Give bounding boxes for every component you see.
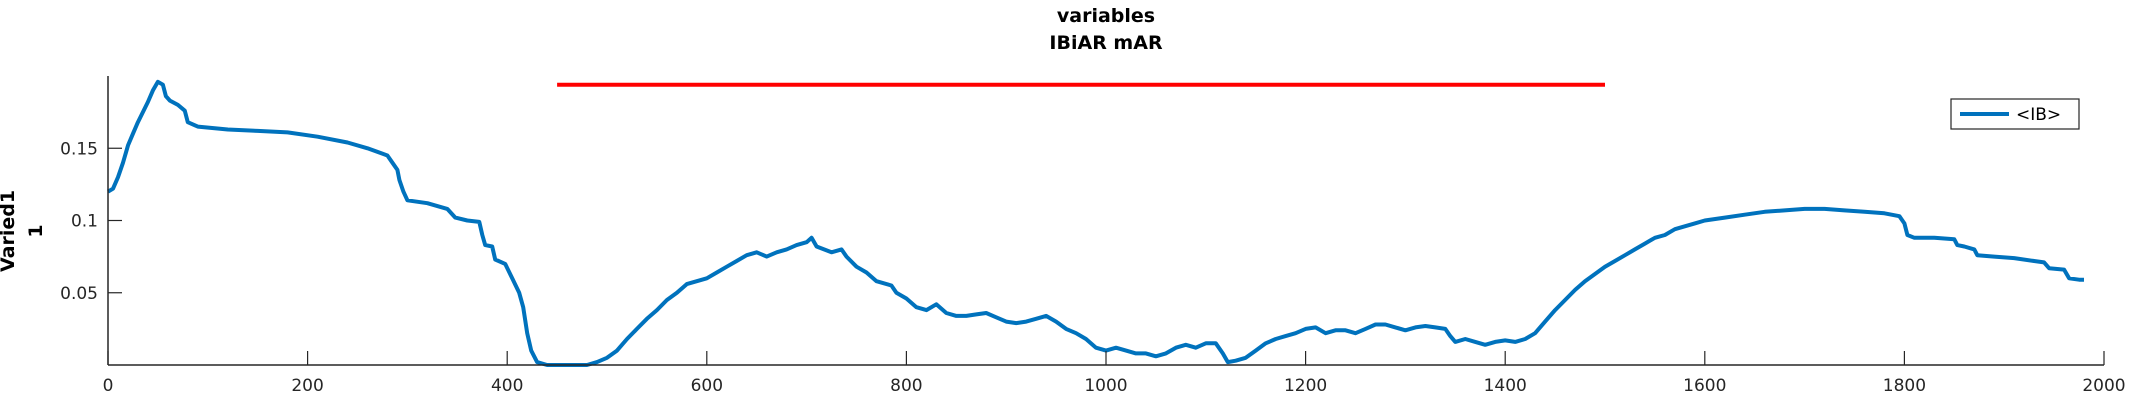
chart-title: variables IBiAR mAR (1049, 5, 1163, 54)
x-tick-label: 1000 (1084, 376, 1127, 396)
title-line-1: variables (1057, 5, 1155, 27)
x-ticks: 0 200 400 600 800 1000 1200 1400 1600 1800 2000 (103, 351, 2126, 396)
x-tick-label: 0 (103, 376, 114, 396)
y-tick-label: 0.1 (71, 212, 98, 232)
y-tick-label: 0.05 (60, 284, 98, 304)
y-tick-label: 0.15 (60, 139, 98, 159)
axes (107, 76, 2104, 366)
x-tick-label: 200 (291, 376, 323, 396)
legend: <IB> (1950, 98, 2080, 130)
ylabel-line-1: Varied1 (0, 190, 19, 272)
x-tick-label: 1600 (1683, 376, 1726, 396)
legend-label: <IB> (2016, 105, 2061, 125)
x-tick-label: 2000 (2082, 376, 2125, 396)
y-axis-label: Varied1 1 (0, 190, 47, 272)
x-tick-label: 800 (890, 376, 922, 396)
plot-series (106, 79, 2084, 367)
y-ticks: 0.05 0.1 0.15 (60, 139, 122, 304)
series-line-ib (106, 79, 2084, 367)
x-tick-label: 1800 (1883, 376, 1926, 396)
title-line-2: IBiAR mAR (1049, 32, 1163, 54)
ylabel-line-2: 1 (25, 224, 47, 237)
x-tick-label: 1400 (1484, 376, 1527, 396)
x-tick-label: 400 (491, 376, 523, 396)
x-tick-label: 1200 (1284, 376, 1327, 396)
x-tick-label: 600 (691, 376, 723, 396)
